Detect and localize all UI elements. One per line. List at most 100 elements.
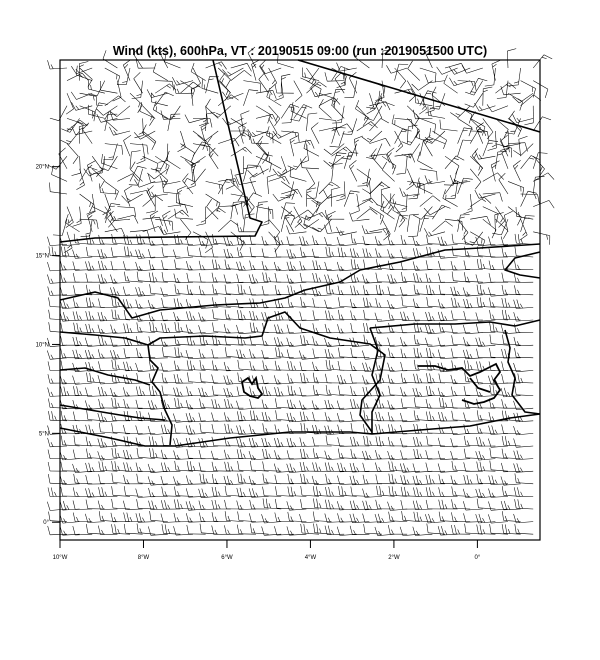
wind-barb <box>504 453 508 459</box>
wind-barb <box>265 386 268 396</box>
wind-barb <box>375 360 378 370</box>
wind-barb <box>276 382 294 385</box>
wind-barb <box>382 228 387 234</box>
wind-barb <box>319 491 322 496</box>
wind-barb <box>211 499 215 510</box>
wind-barb <box>411 153 415 163</box>
border-line <box>59 59 263 243</box>
wind-barb <box>376 485 378 495</box>
wind-barb <box>148 412 152 422</box>
wind-barb <box>425 386 429 396</box>
wind-barb <box>205 442 208 447</box>
wind-barb <box>243 314 246 320</box>
wind-barb <box>453 419 471 422</box>
wind-barb <box>286 249 290 259</box>
wind-barb <box>394 215 400 232</box>
wind-barb <box>138 419 156 422</box>
wind-barb <box>240 251 243 257</box>
wind-barb <box>327 80 345 82</box>
wind-barb <box>488 475 492 485</box>
wind-barb <box>502 334 504 344</box>
wind-barb <box>163 215 168 219</box>
wind-barb <box>149 448 152 458</box>
wind-barb <box>252 488 256 498</box>
wind-barb <box>388 348 391 358</box>
wind-barb <box>453 382 471 385</box>
wind-barb <box>513 487 517 497</box>
wind-barb <box>136 499 139 509</box>
wind-barb <box>108 156 118 171</box>
wind-barb <box>155 441 158 446</box>
wind-barb <box>47 487 51 497</box>
wind-barb <box>406 479 410 485</box>
wind-barb <box>324 224 328 234</box>
wind-barb <box>501 374 504 384</box>
wind-barb <box>104 119 118 132</box>
wind-barb <box>312 273 315 283</box>
wind-barb <box>437 526 441 536</box>
wind-barb <box>239 487 243 497</box>
wind-barb <box>464 435 467 446</box>
wind-barb <box>186 284 189 294</box>
wind-barb <box>323 148 332 155</box>
wind-barb <box>455 155 465 161</box>
wind-barb <box>278 347 281 357</box>
wind-barb <box>318 181 331 195</box>
wind-barb <box>331 289 334 295</box>
wind-barb <box>356 479 360 485</box>
wind-barb <box>517 277 520 283</box>
wind-barb <box>425 474 429 484</box>
wind-barb <box>214 516 218 522</box>
wind-barb <box>281 176 286 181</box>
wind-barb <box>488 501 492 511</box>
wind-barb <box>318 118 336 121</box>
wind-barb <box>467 251 470 256</box>
wind-barb <box>236 236 240 246</box>
wind-barb <box>162 210 171 216</box>
wind-barb <box>369 153 387 157</box>
wind-barb <box>152 100 157 110</box>
wind-barb <box>142 517 145 523</box>
wind-barb <box>226 475 230 485</box>
wind-barb <box>417 151 421 161</box>
wind-barb <box>369 181 372 199</box>
wind-barb <box>327 482 345 485</box>
wind-barb <box>199 523 202 533</box>
wind-barb <box>274 247 278 258</box>
wind-barb <box>385 138 391 147</box>
wind-barb <box>457 80 475 82</box>
wind-barb <box>122 299 126 309</box>
wind-barb <box>161 247 164 257</box>
wind-barb <box>478 507 496 510</box>
wind-barb <box>517 528 520 534</box>
wind-barb <box>112 445 131 447</box>
wind-barb <box>136 160 146 164</box>
wind-barb <box>451 398 454 409</box>
wind-barb <box>190 182 196 186</box>
wind-barb <box>533 231 550 236</box>
wind-barb <box>391 473 394 484</box>
wind-barb <box>503 129 509 138</box>
wind-barb <box>443 83 458 94</box>
wind-barb <box>286 324 290 334</box>
wind-barb <box>167 327 171 333</box>
wind-barb <box>350 373 353 384</box>
wind-barb <box>293 390 297 396</box>
wind-barb <box>79 218 97 221</box>
wind-barb <box>341 157 351 160</box>
wind-barb <box>226 281 244 284</box>
wind-barb <box>280 103 291 119</box>
wind-barb <box>150 319 168 322</box>
wind-barb <box>276 470 294 473</box>
wind-barb <box>388 385 391 395</box>
wind-barb <box>402 395 420 397</box>
wind-barb <box>408 124 418 127</box>
wind-barb <box>51 246 54 256</box>
wind-barb <box>328 310 331 320</box>
wind-barb <box>150 168 160 172</box>
wind-barb <box>289 139 295 157</box>
wind-barb <box>482 140 490 157</box>
wind-barb <box>142 291 145 296</box>
wind-barb <box>226 370 244 372</box>
